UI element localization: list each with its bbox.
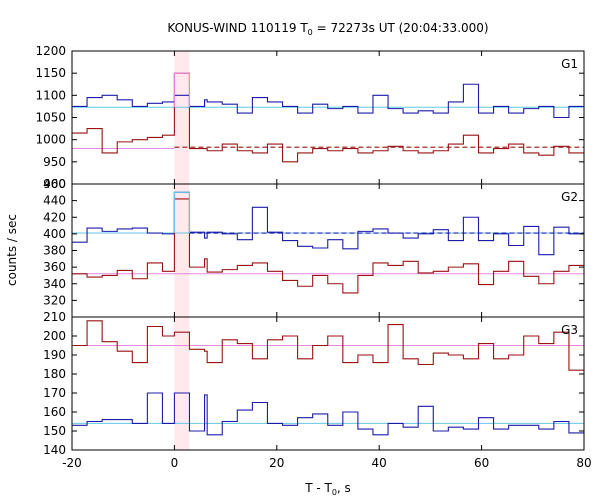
g1-red-series <box>72 72 584 163</box>
g3-ytick-label: 170 <box>43 386 66 400</box>
xlabel-rest: , s <box>337 481 351 495</box>
xlabel-subscript: 0 <box>332 488 337 497</box>
g3-red-series <box>72 320 584 371</box>
chart-title: KONUS-WIND 110119 T0 = 72273s UT (20:04:… <box>167 21 488 37</box>
g1-panel-label: G1 <box>561 57 578 71</box>
axes-frame-layer <box>71 50 585 451</box>
g2-ytick-label: 320 <box>43 293 66 307</box>
g3-ytick-label: 200 <box>43 329 66 343</box>
g2-ytick-label: 340 <box>43 277 66 291</box>
y-axis-label: counts / sec <box>5 214 19 286</box>
xtick-label: 40 <box>372 456 387 470</box>
g2-trigger-bin-outline <box>173 191 191 234</box>
g1-ytick-label: 1200 <box>35 44 66 58</box>
x-axis-label: T - T0, s <box>304 481 351 497</box>
xtick-label: -20 <box>62 456 82 470</box>
g1-blue-series <box>72 83 584 119</box>
g2-panel-frame <box>71 183 585 318</box>
title-main: KONUS-WIND 110119 T <box>167 21 308 35</box>
g1-ytick-label: 1000 <box>35 133 66 147</box>
g1-ytick-label: 950 <box>43 155 66 169</box>
g3-ytick-label: 190 <box>43 348 66 362</box>
xtick-label: 80 <box>576 456 591 470</box>
g1-ytick-label: 1050 <box>35 111 66 125</box>
g3-ytick-label: 150 <box>43 424 66 438</box>
g2-ytick-label: 460 <box>43 177 66 191</box>
g1-ytick-label: 1100 <box>35 88 66 102</box>
trigger-highlight-layer <box>174 51 190 450</box>
g2-red-series <box>72 198 584 294</box>
g1-trigger-bin-outline <box>173 72 191 108</box>
title-subscript: 0 <box>308 28 313 37</box>
g3-blue-series <box>72 392 584 436</box>
g3-ytick-label: 210 <box>43 310 66 324</box>
g3-ytick-label: 180 <box>43 367 66 381</box>
xtick-label: 60 <box>474 456 489 470</box>
g2-ytick-label: 380 <box>43 244 66 258</box>
series-layer <box>72 72 584 436</box>
g3-ytick-label: 140 <box>43 443 66 457</box>
g3-ytick-label: 160 <box>43 405 66 419</box>
g2-panel-label: G2 <box>561 190 578 204</box>
g2-ytick-label: 360 <box>43 260 66 274</box>
labels-layer: 900 950 1000 1050 1100 1150 1200 G1 320 340 360 380… <box>35 44 591 470</box>
g2-ytick-label: 420 <box>43 210 66 224</box>
trigger-interval-band <box>174 51 190 450</box>
g1-ytick-label: 1150 <box>35 66 66 80</box>
xtick-label: 0 <box>171 456 179 470</box>
g2-blue-series <box>72 191 584 256</box>
g3-panel-label: G3 <box>561 323 578 337</box>
title-rest: = 72273s UT (20:04:33.000) <box>313 21 489 35</box>
g1-ytick-label: 900 <box>43 177 66 191</box>
g1-panel-frame <box>71 50 585 185</box>
g2-ytick-label: 440 <box>43 194 66 208</box>
g3-panel-frame <box>71 316 585 451</box>
xtick-label: 20 <box>269 456 284 470</box>
xlabel-main: T - T <box>304 481 332 495</box>
background-level-layer <box>72 106 584 424</box>
g2-ytick-label: 400 <box>43 227 66 241</box>
